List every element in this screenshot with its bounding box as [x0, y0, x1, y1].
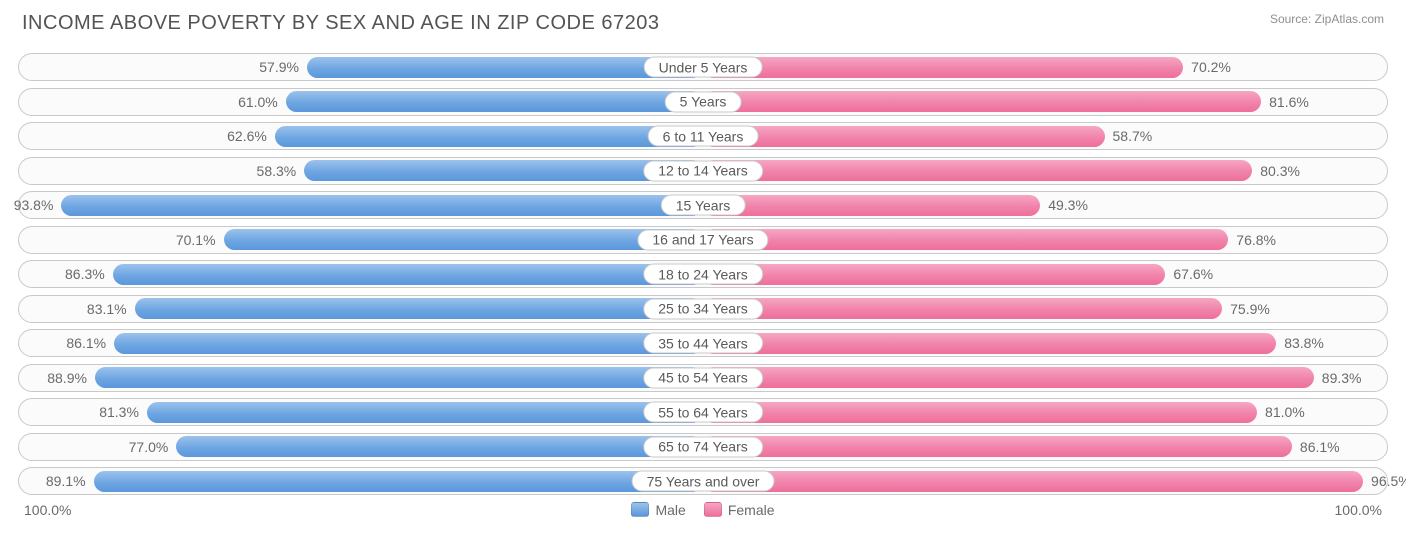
chart-row: 81.3% 81.0% 55 to 64 Years [18, 398, 1388, 426]
legend-swatch-male [631, 502, 649, 517]
female-bar [703, 195, 1040, 216]
male-bar [61, 195, 703, 216]
male-value-label: 88.9% [47, 370, 87, 386]
chart-row: 57.9% 70.2% Under 5 Years [18, 53, 1388, 81]
male-bar [113, 264, 703, 285]
female-value-label: 70.2% [1191, 59, 1231, 75]
legend-item-male: Male [631, 502, 685, 518]
category-label: 55 to 64 Years [643, 402, 763, 423]
male-value-label: 62.6% [227, 128, 267, 144]
female-value-label: 75.9% [1230, 301, 1270, 317]
chart-row: 77.0% 86.1% 65 to 74 Years [18, 433, 1388, 461]
chart-row: 86.1% 83.8% 35 to 44 Years [18, 329, 1388, 357]
female-value-label: 81.6% [1269, 94, 1309, 110]
chart-body: 57.9% 70.2% Under 5 Years 61.0% 81.6% 5 Years… [18, 53, 1388, 495]
female-value-label: 81.0% [1265, 404, 1305, 420]
male-value-label: 58.3% [257, 163, 297, 179]
category-label: 25 to 34 Years [643, 298, 763, 319]
legend: Male Female [631, 502, 774, 518]
legend-item-female: Female [704, 502, 775, 518]
legend-label-female: Female [728, 502, 775, 518]
male-value-label: 93.8% [14, 197, 54, 213]
female-bar [703, 367, 1314, 388]
female-value-label: 89.3% [1322, 370, 1362, 386]
male-bar [94, 471, 703, 492]
male-bar [114, 333, 703, 354]
male-bar [224, 229, 703, 250]
male-value-label: 81.3% [99, 404, 139, 420]
category-label: 5 Years [665, 91, 742, 112]
axis-right-label: 100.0% [1335, 502, 1382, 518]
category-label: 75 Years and over [632, 471, 775, 492]
male-value-label: 61.0% [238, 94, 278, 110]
chart-row: 58.3% 80.3% 12 to 14 Years [18, 157, 1388, 185]
female-value-label: 86.1% [1300, 439, 1340, 455]
chart-row: 86.3% 67.6% 18 to 24 Years [18, 260, 1388, 288]
category-label: 35 to 44 Years [643, 333, 763, 354]
axis-left-label: 100.0% [24, 502, 71, 518]
chart-footer: 100.0% Male Female 100.0% [18, 502, 1388, 518]
female-bar [703, 333, 1276, 354]
male-value-label: 86.1% [66, 335, 106, 351]
female-bar [703, 471, 1363, 492]
legend-label-male: Male [655, 502, 685, 518]
female-bar [703, 436, 1292, 457]
male-value-label: 70.1% [176, 232, 216, 248]
male-value-label: 86.3% [65, 266, 105, 282]
female-value-label: 83.8% [1284, 335, 1324, 351]
male-bar [275, 126, 703, 147]
chart-title: INCOME ABOVE POVERTY BY SEX AND AGE IN Z… [22, 12, 659, 35]
category-label: 12 to 14 Years [643, 160, 763, 181]
chart-row: 89.1%96.5%75 Years and over [18, 467, 1388, 495]
female-bar [703, 229, 1228, 250]
male-value-label: 83.1% [87, 301, 127, 317]
female-value-label: 76.8% [1236, 232, 1276, 248]
chart-source: Source: ZipAtlas.com [1270, 12, 1384, 26]
female-bar [703, 160, 1252, 181]
category-label: 45 to 54 Years [643, 367, 763, 388]
category-label: 65 to 74 Years [643, 436, 763, 457]
male-value-label: 77.0% [129, 439, 169, 455]
legend-swatch-female [704, 502, 722, 517]
category-label: 15 Years [661, 195, 746, 216]
chart-row: 61.0% 81.6% 5 Years [18, 88, 1388, 116]
chart-row: 83.1% 75.9% 25 to 34 Years [18, 295, 1388, 323]
female-value-label: 49.3% [1048, 197, 1088, 213]
female-value-label: 96.5% [1371, 473, 1406, 489]
chart-row: 88.9% 89.3% 45 to 54 Years [18, 364, 1388, 392]
female-bar [703, 264, 1165, 285]
female-bar [703, 298, 1222, 319]
male-bar [147, 402, 703, 423]
male-bar [286, 91, 703, 112]
chart-header: INCOME ABOVE POVERTY BY SEX AND AGE IN Z… [18, 12, 1388, 35]
female-value-label: 58.7% [1113, 128, 1153, 144]
category-label: 16 and 17 Years [637, 229, 768, 250]
female-bar [703, 57, 1183, 78]
female-bar [703, 126, 1105, 147]
female-value-label: 67.6% [1173, 266, 1213, 282]
male-bar [95, 367, 703, 388]
category-label: 18 to 24 Years [643, 264, 763, 285]
male-bar [135, 298, 703, 319]
chart-row: 70.1% 76.8% 16 and 17 Years [18, 226, 1388, 254]
male-value-label: 57.9% [259, 59, 299, 75]
chart-row: 62.6% 58.7% 6 to 11 Years [18, 122, 1388, 150]
category-label: 6 to 11 Years [648, 126, 759, 147]
chart-row: 93.8%49.3%15 Years [18, 191, 1388, 219]
male-bar [176, 436, 703, 457]
female-bar [703, 402, 1257, 423]
male-value-label: 89.1% [46, 473, 86, 489]
category-label: Under 5 Years [644, 57, 763, 78]
female-value-label: 80.3% [1260, 163, 1300, 179]
female-bar [703, 91, 1261, 112]
